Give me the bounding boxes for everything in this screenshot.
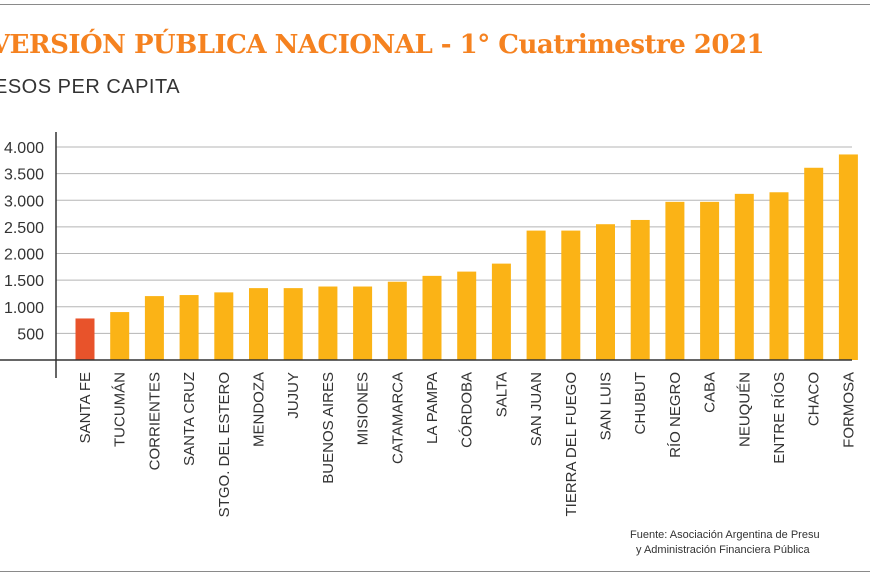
bar [318,286,338,360]
x-tick-label: RÍO NEGRO [667,372,684,458]
x-tick-label: BUENOS AIRES [320,372,337,484]
grid-layer [56,146,852,334]
chart-subtitle: ESOS PER CAPITA [0,76,181,98]
x-tick-label: TUCUMÁN [112,372,129,447]
x-tick-label: SAN LUIS [598,372,615,440]
bar [249,288,268,360]
source-line-2: y Administración Financiera Pública [636,544,810,556]
x-tick-label: CABA [702,372,719,413]
x-tick-label: SANTA CRUZ [181,372,198,466]
x-tick-label: STGO. DEL ESTERO [216,372,233,517]
y-tick-label: 3.500 [4,167,44,184]
bar [734,193,754,360]
y-tick-label: 500 [17,326,44,343]
bar [457,271,477,360]
bar [214,292,234,360]
x-tick-label: JUJUY [285,372,302,419]
x-tick-label: SALTA [493,372,510,417]
y-tick-label: 2.000 [4,247,44,264]
x-tick-label: CÓRDOBA [459,372,476,448]
bottom-rule [0,571,870,572]
x-tick-label: CORRIENTES [146,372,163,470]
bar [422,275,442,360]
bar [630,219,650,360]
x-tick-label: FORMOSA [840,372,857,448]
bar [283,288,303,360]
bar [769,192,789,360]
y-tick-label: 1.500 [4,273,44,290]
x-tick-label: MENDOZA [251,372,268,447]
bar [526,230,546,360]
bar [804,167,824,360]
bar [838,154,858,360]
bar [561,230,581,360]
x-tick-label: SANTA FE [77,372,94,443]
x-tick-label: MISIONES [355,372,372,445]
y-tick-label: 4.000 [4,140,44,157]
x-tick-label: SAN JUAN [528,372,545,446]
x-tick-label: CHUBUT [632,372,649,435]
bar-layer [75,154,858,360]
bar [353,286,373,360]
bar [75,318,95,360]
x-tick-label: ENTRE RÍOS [771,372,788,464]
bar [110,312,130,360]
x-tick-label: CHACO [806,372,823,426]
x-tick-label: TIERRA DEL FUEGO [563,372,580,516]
y-tick-label: 1.000 [4,300,44,317]
bar [700,201,720,360]
axis-layer [0,132,852,378]
label-layer: 500 1.000 1.500 2.000 2.500 3.000 3.500 4.000 SA… [4,140,857,517]
source-line-1: Fuente: Asociación Argentina de Presu [630,529,820,541]
top-rule [0,4,870,5]
x-tick-label: LA PAMPA [424,372,441,444]
bar [491,263,511,360]
x-tick-label: NEUQUÉN [736,372,753,447]
bar [144,296,164,360]
bar [665,201,685,360]
y-tick-label: 2.500 [4,220,44,237]
source-note: Fuente: Asociación Argentina de Presu y … [630,528,870,558]
chart-title: VERSIÓN PÚBLICA NACIONAL - 1° Cuatrimest… [0,30,765,60]
x-tick-label: CATAMARCA [389,372,406,464]
y-tick-label: 3.000 [4,193,44,210]
bar [387,281,407,360]
bar [179,295,199,360]
bar [596,224,615,360]
